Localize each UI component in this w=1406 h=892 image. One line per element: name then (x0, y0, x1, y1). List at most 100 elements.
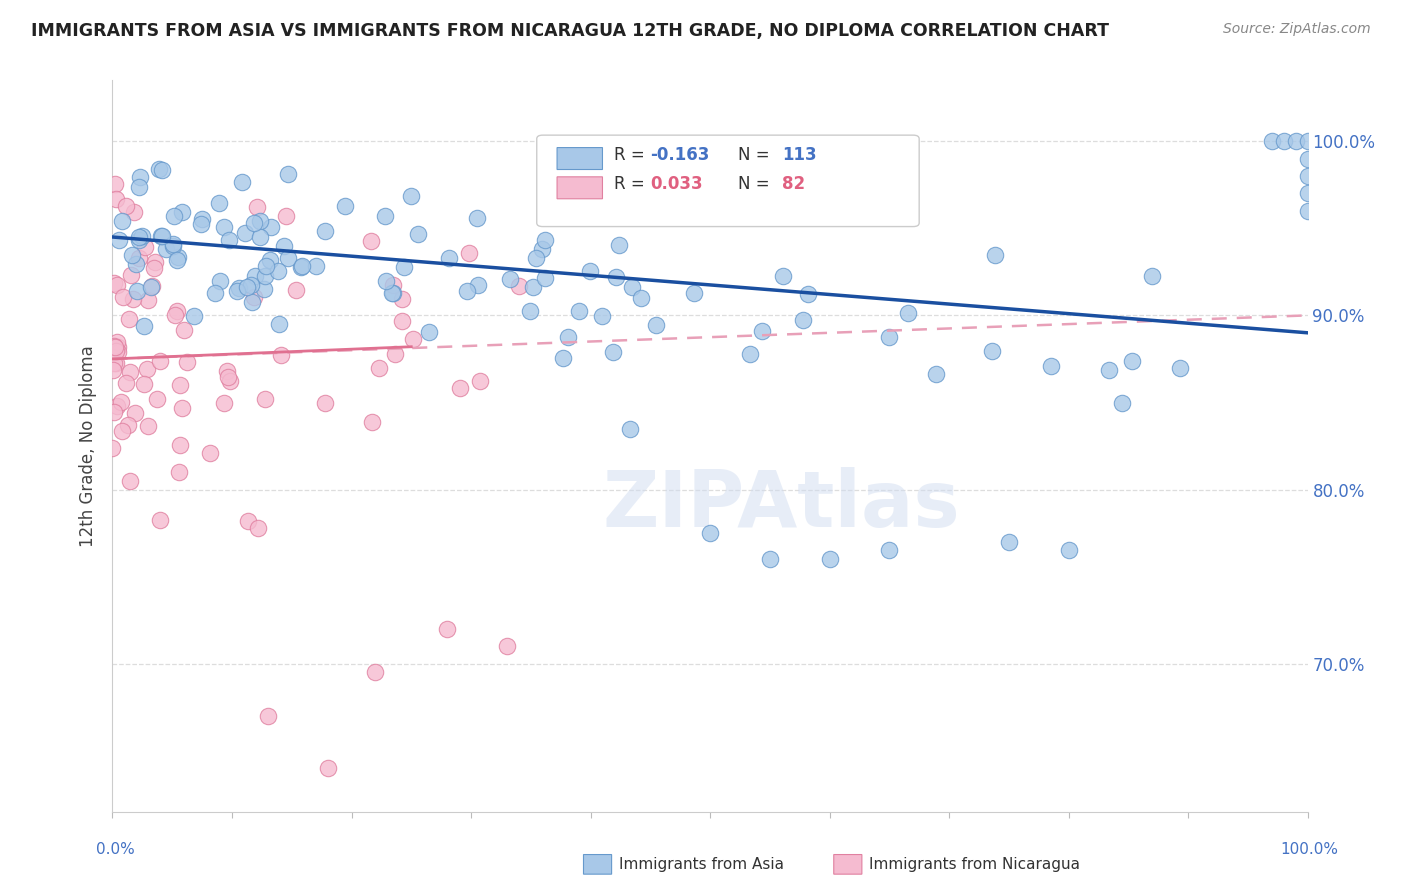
Point (240, 295, 263, 310)
Point (120, 268, 142, 283)
Point (314, 224, 336, 238)
Point (191, 211, 214, 226)
Point (215, 364, 238, 378)
Point (384, 347, 406, 361)
Point (607, 238, 630, 252)
Point (225, 284, 247, 298)
Point (291, 259, 314, 273)
Point (465, 211, 488, 226)
Point (508, 279, 530, 293)
Point (243, 269, 266, 284)
Point (118, 311, 141, 326)
Point (209, 274, 232, 288)
Point (249, 214, 271, 228)
Point (392, 260, 415, 275)
Point (115, 199, 138, 213)
Point (360, 234, 382, 248)
Point (274, 210, 297, 224)
Point (620, 280, 643, 294)
Point (406, 227, 429, 242)
Point (285, 283, 308, 297)
Text: Immigrants from Asia: Immigrants from Asia (619, 857, 783, 871)
Point (148, 354, 170, 368)
Point (243, 290, 266, 304)
Point (107, 345, 129, 359)
Point (551, 351, 574, 366)
Point (108, 233, 131, 247)
Point (111, 290, 134, 304)
Text: ZIPAtlas: ZIPAtlas (603, 467, 960, 542)
Point (591, 310, 613, 324)
Point (163, 209, 186, 223)
Point (759, 552, 782, 566)
Point (236, 514, 259, 528)
Point (418, 325, 440, 339)
Point (103, 356, 125, 370)
Point (169, 377, 191, 392)
Point (645, 318, 668, 332)
Point (243, 217, 266, 231)
Text: 0.033: 0.033 (650, 175, 703, 194)
Point (128, 233, 150, 247)
Point (148, 162, 170, 177)
Point (1296, 186, 1319, 201)
Point (135, 361, 157, 376)
Point (105, 192, 128, 206)
Point (259, 220, 281, 235)
Point (128, 179, 150, 194)
Text: Immigrants from Nicaragua: Immigrants from Nicaragua (869, 857, 1080, 871)
Point (101, 442, 124, 456)
Point (105, 277, 128, 292)
Point (136, 293, 159, 308)
Point (111, 213, 134, 227)
Point (231, 176, 253, 190)
Point (619, 422, 641, 436)
Point (391, 292, 413, 306)
Point (1168, 360, 1191, 375)
Point (630, 291, 652, 305)
Point (530, 242, 553, 256)
Text: N =: N = (738, 146, 775, 164)
Point (246, 200, 269, 214)
Point (273, 239, 295, 253)
Point (1272, 134, 1295, 148)
Point (155, 242, 177, 256)
Point (290, 260, 312, 274)
Point (128, 252, 150, 266)
Point (246, 521, 269, 535)
Point (437, 252, 460, 266)
Point (1296, 169, 1319, 183)
Point (176, 354, 198, 368)
Point (519, 303, 541, 318)
Point (134, 376, 156, 391)
Text: IMMIGRANTS FROM ASIA VS IMMIGRANTS FROM NICARAGUA 12TH GRADE, NO DIPLOMA CORRELA: IMMIGRANTS FROM ASIA VS IMMIGRANTS FROM … (31, 22, 1109, 40)
Point (162, 236, 184, 251)
Point (129, 170, 152, 185)
Point (1057, 543, 1080, 558)
Point (110, 395, 132, 409)
Point (105, 343, 128, 358)
Point (183, 310, 205, 324)
Point (107, 334, 129, 349)
Point (117, 418, 139, 433)
Point (101, 363, 124, 377)
Point (122, 292, 145, 306)
Point (1040, 359, 1063, 373)
Point (277, 167, 299, 181)
Point (236, 279, 259, 293)
Point (114, 376, 136, 391)
Point (122, 205, 145, 219)
Point (170, 401, 193, 415)
Point (683, 286, 706, 301)
Point (304, 259, 326, 273)
Point (524, 251, 547, 265)
Point (533, 233, 555, 247)
Point (818, 552, 841, 566)
Point (699, 526, 721, 541)
Point (190, 217, 212, 231)
Point (402, 332, 425, 346)
Point (212, 219, 235, 234)
Point (457, 246, 479, 260)
Point (391, 314, 413, 328)
Point (149, 513, 172, 527)
